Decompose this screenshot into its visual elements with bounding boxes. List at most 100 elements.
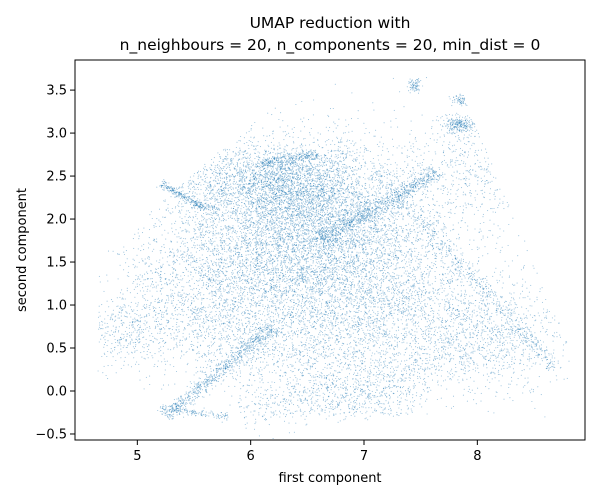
scatter-point xyxy=(341,265,343,267)
scatter-point xyxy=(284,304,286,306)
scatter-point xyxy=(245,266,247,269)
scatter-point xyxy=(391,180,393,182)
scatter-point xyxy=(256,274,258,276)
scatter-point xyxy=(349,267,351,269)
scatter-point xyxy=(231,240,233,242)
scatter-point xyxy=(281,261,283,263)
scatter-point xyxy=(252,184,254,186)
scatter-point xyxy=(276,274,278,276)
scatter-point xyxy=(235,297,237,299)
scatter-point xyxy=(419,376,421,378)
scatter-point xyxy=(400,201,402,203)
scatter-point xyxy=(382,218,384,220)
scatter-point xyxy=(322,183,324,185)
scatter-point xyxy=(298,242,301,244)
scatter-point xyxy=(349,276,351,278)
scatter-point xyxy=(312,221,314,223)
scatter-point xyxy=(283,211,285,213)
scatter-point xyxy=(329,262,332,264)
scatter-point xyxy=(303,269,305,271)
scatter-point xyxy=(356,182,358,184)
scatter-point xyxy=(181,279,183,281)
scatter-point xyxy=(293,250,295,252)
scatter-point xyxy=(306,326,308,328)
scatter-point xyxy=(298,284,300,287)
scatter-point xyxy=(203,199,205,201)
scatter-point xyxy=(215,217,217,220)
scatter-point xyxy=(211,217,213,219)
scatter-point xyxy=(301,275,303,277)
scatter-point xyxy=(181,355,183,357)
scatter-point xyxy=(362,155,364,157)
scatter-point xyxy=(344,209,346,211)
scatter-point xyxy=(268,170,270,172)
scatter-point xyxy=(261,186,263,188)
scatter-point xyxy=(318,244,320,246)
scatter-point xyxy=(257,265,259,267)
scatter-point xyxy=(270,300,272,303)
scatter-point xyxy=(251,303,253,306)
scatter-point xyxy=(253,284,255,286)
scatter-point xyxy=(217,365,219,367)
scatter-point xyxy=(267,144,269,146)
scatter-point xyxy=(261,262,263,264)
scatter-point xyxy=(301,269,303,271)
scatter-point xyxy=(250,220,252,222)
scatter-point xyxy=(329,220,331,222)
scatter-point xyxy=(204,274,207,276)
scatter-point xyxy=(283,173,285,175)
scatter-point xyxy=(199,228,201,230)
scatter-point xyxy=(322,207,324,210)
scatter-point xyxy=(368,289,370,291)
scatter-point xyxy=(325,230,327,232)
scatter-point xyxy=(308,236,310,238)
scatter-point xyxy=(281,346,283,349)
scatter-point xyxy=(260,243,262,245)
scatter-point xyxy=(200,240,202,242)
scatter-point xyxy=(351,233,353,235)
scatter-point xyxy=(335,230,338,232)
scatter-point xyxy=(364,226,366,228)
scatter-point xyxy=(204,226,206,228)
scatter-point xyxy=(176,309,178,311)
scatter-point xyxy=(440,216,442,218)
scatter-point xyxy=(220,261,222,263)
scatter-point xyxy=(220,203,222,205)
scatter-point xyxy=(282,215,284,217)
scatter-point xyxy=(318,204,320,206)
scatter-point xyxy=(325,265,327,267)
scatter-point xyxy=(266,253,268,255)
scatter-point xyxy=(290,197,292,199)
scatter-point xyxy=(384,162,386,165)
scatter-point xyxy=(277,263,279,265)
scatter-point xyxy=(380,212,382,214)
scatter-point xyxy=(243,178,245,180)
scatter-point xyxy=(412,210,414,212)
scatter-point xyxy=(200,247,202,249)
scatter-point xyxy=(284,223,286,225)
scatter-point xyxy=(379,240,381,242)
scatter-point xyxy=(403,281,405,283)
scatter-point xyxy=(322,204,325,206)
scatter-point xyxy=(317,211,320,213)
scatter-point xyxy=(192,236,195,238)
scatter-point xyxy=(278,184,281,186)
scatter-point xyxy=(253,238,255,240)
scatter-point xyxy=(268,305,270,307)
scatter-point xyxy=(290,331,292,333)
scatter-point xyxy=(293,190,295,192)
scatter-point xyxy=(371,271,373,273)
scatter-point xyxy=(379,175,381,177)
scatter-point xyxy=(277,236,279,238)
scatter-point xyxy=(221,283,223,285)
scatter-point xyxy=(346,221,348,223)
scatter-point xyxy=(292,265,294,267)
scatter-point xyxy=(281,257,283,259)
scatter-point xyxy=(188,224,191,226)
scatter-point xyxy=(209,277,211,279)
scatter-point xyxy=(357,217,359,219)
scatter-point xyxy=(242,225,244,227)
scatter-point xyxy=(272,267,274,269)
scatter-point xyxy=(412,237,415,239)
